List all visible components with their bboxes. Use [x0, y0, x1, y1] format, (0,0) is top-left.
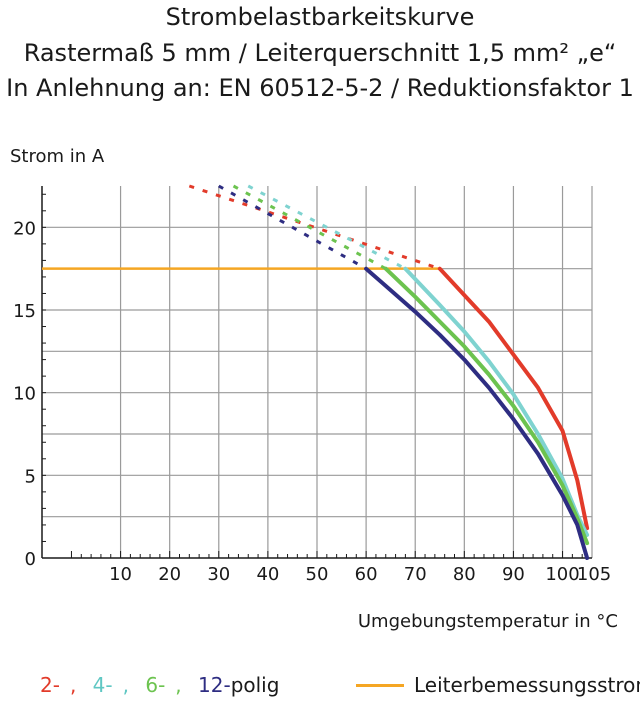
legend-series-6: 6-: [145, 673, 166, 697]
x-tick-label: 105: [577, 564, 611, 585]
series-2-line: [437, 266, 590, 531]
series-6-line: [383, 266, 590, 546]
y-tick-label: 20: [13, 218, 36, 239]
orange-line-swatch: [356, 683, 404, 687]
legend-sep: ,: [175, 673, 182, 697]
series-12-line: [364, 266, 590, 560]
series-6-extension: [232, 184, 387, 270]
legend-sep: ,: [69, 673, 77, 697]
legend-sep: ,: [122, 673, 129, 697]
y-axis-label: Strom in A: [10, 146, 105, 167]
legend-series-4: 4-: [92, 673, 113, 697]
y-tick-label: 0: [25, 549, 36, 570]
x-axis-label: Umgebungstemperatur in °C: [357, 611, 618, 632]
y-tick-label: 10: [13, 384, 36, 405]
y-tick-label: 5: [25, 466, 36, 487]
x-tick-label: 10: [109, 564, 132, 585]
rated-current-label: Leiterbemessungsstrom: [414, 673, 640, 697]
chart-title: Strombelastbarkeitskurve: [165, 3, 475, 31]
x-tick-label: 90: [502, 564, 525, 585]
series-4-extension: [247, 184, 407, 270]
series-4-line: [403, 266, 590, 537]
x-tick-label: 30: [207, 564, 230, 585]
x-tick-label: 50: [306, 564, 329, 585]
legend-series-2: 2-: [40, 673, 60, 697]
x-tick-label: 80: [453, 564, 476, 585]
series-2-extension: [188, 184, 441, 271]
series-legend: 2-, 4-, 6-, 12-polig: [40, 673, 289, 697]
series-12-extension: [218, 184, 367, 270]
x-tick-label: 20: [158, 564, 181, 585]
x-tick-label: 70: [404, 564, 427, 585]
chart-subtitle-2: In Anlehnung an: EN 60512-5-2 / Reduktio…: [6, 74, 634, 102]
legend-series-12: 12-: [198, 673, 231, 697]
rated-current-legend: Leiterbemessungsstrom: [356, 673, 640, 697]
y-tick-label: 15: [13, 301, 36, 322]
legend-suffix: polig: [230, 673, 280, 697]
x-tick-label: 60: [355, 564, 378, 585]
x-tick-label: 100: [545, 564, 579, 585]
chart-subtitle-1: Rastermaß 5 mm / Leiterquerschnitt 1,5 m…: [23, 39, 617, 67]
x-tick-label: 40: [256, 564, 279, 585]
